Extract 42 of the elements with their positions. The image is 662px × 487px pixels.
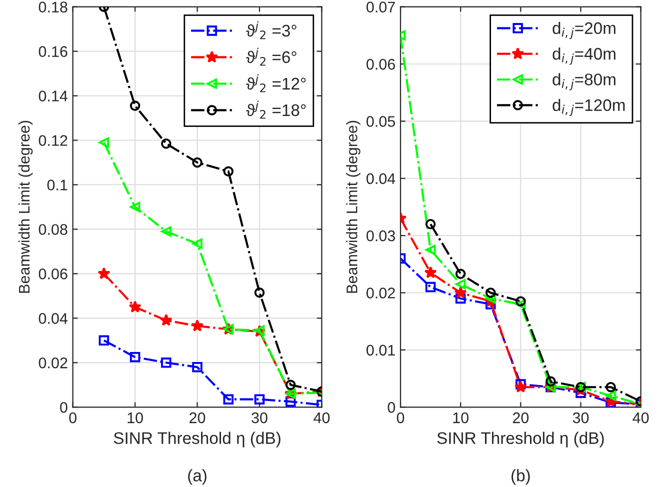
y-tick-label: 0.07 (366, 2, 395, 13)
y-tick-label: 0.12 (38, 135, 68, 146)
y-tick-label: 0.08 (38, 224, 68, 235)
y-tick-label: 0.01 (366, 344, 395, 356)
y-axis-title: Beamwidth Limit (degree) (18, 120, 33, 293)
x-tick-label: 0 (396, 412, 404, 424)
legend-label: ϑ$^{j}$$_{2}$ =3° (246, 21, 296, 40)
x-tick-label: 40 (314, 412, 330, 424)
y-tick-label: 0.18 (38, 2, 68, 13)
y-tick-label: 0.02 (366, 288, 395, 298)
legend-label: ϑ$^{j}$$_{2}$ =18° (246, 100, 306, 119)
y-tick-label: 0.05 (366, 116, 396, 127)
y-tick-label: 0 (388, 402, 396, 413)
text: (b) (512, 469, 530, 485)
y-tick-label: 0.04 (38, 313, 68, 324)
y-axis-title: Beamwidth Limit (degree) (346, 120, 360, 293)
legend-label: d$_{i,j}$=40m (552, 47, 616, 65)
y-tick-label: 0.02 (38, 358, 68, 368)
y-tick-label: 0.06 (366, 58, 395, 70)
x-tick-label: 30 (252, 412, 268, 424)
x-axis-title: SINR Threshold η (dB) (437, 432, 604, 448)
legend-label: d$_{i,j}$=80m (552, 73, 616, 90)
legend-label: d$_{i,j}$=120m (552, 98, 625, 116)
legend-label: ϑ$^{j}$$_{2}$ =12° (246, 74, 306, 92)
x-tick-label: 0 (69, 412, 76, 424)
x-tick-label: 30 (572, 412, 589, 424)
x-tick-label: 40 (632, 412, 649, 424)
y-tick-label: 0.1 (47, 180, 68, 190)
y-tick-label: 0 (60, 402, 68, 413)
y-tick-label: 0.14 (38, 90, 68, 102)
y-tick-label: 0.16 (38, 46, 68, 57)
x-tick-label: 10 (128, 412, 143, 424)
legend-label: ϑ$^{j}$$_{2}$ =6° (246, 48, 296, 66)
y-tick-label: 0.04 (366, 173, 396, 184)
legend-label: d$_{i,j}$=20m (552, 22, 616, 40)
x-tick-label: 10 (453, 412, 468, 424)
x-axis-title: SINR Threshold η (dB) (114, 432, 280, 448)
y-tick-label: 0.06 (38, 268, 68, 280)
text: (a) (188, 469, 206, 485)
y-tick-label: 0.03 (366, 230, 395, 242)
x-tick-label: 20 (190, 412, 206, 424)
x-tick-label: 20 (512, 412, 529, 424)
